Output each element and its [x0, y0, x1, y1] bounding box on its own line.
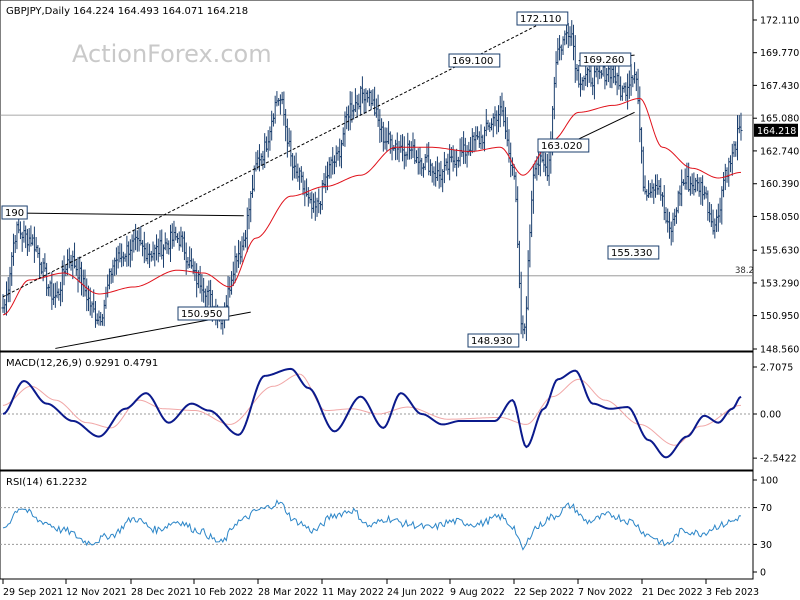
- date-axis-label: 3 Feb 2023: [706, 587, 759, 598]
- price-callout: 190: [1, 205, 28, 220]
- price-callout-text: 155.330: [611, 248, 652, 259]
- date-axis-label: 12 Nov 2021: [66, 587, 127, 598]
- date-axis-label: 21 Dec 2022: [642, 587, 703, 598]
- price-series: 172.110 169.100 169.260 163.020 155.330 150.9…: [0, 11, 753, 349]
- price-axis-label: 158.050: [760, 212, 799, 223]
- date-axis-label: 9 Aug 2022: [450, 587, 505, 598]
- price-axis-label: 165.080: [760, 114, 799, 125]
- rsi-axis-label: 70: [760, 503, 772, 514]
- macd-panel: [0, 351, 754, 471]
- rsi-axis-label: 100: [760, 476, 778, 487]
- price-callout: 148.930: [467, 333, 520, 348]
- price-axis-label: 153.290: [760, 278, 799, 289]
- macd-axis-label: 2.7075: [760, 363, 793, 374]
- axes: 172.110 169.770 167.430 165.080 162.740 160.3…: [2, 16, 799, 598]
- current-price-tag-text: 164.218: [757, 126, 796, 137]
- macd-line: [2, 367, 742, 459]
- rsi-header: RSI(14) 61.2232: [6, 477, 87, 488]
- price-axis-label: 148.560: [760, 345, 799, 356]
- macd-header: MACD(12,26,9) 0.9291 0.4791: [6, 358, 158, 369]
- date-axis-label: 28 Dec 2021: [131, 587, 192, 598]
- date-axis-label: 7 Nov 2022: [578, 587, 633, 598]
- macd-axis-label: -2.5422: [760, 454, 797, 465]
- range-top-trendline: [2, 212, 244, 217]
- price-callout: 150.950: [177, 306, 230, 321]
- date-axis-label: 11 May 2022: [322, 587, 384, 598]
- macd-axis-label: 0.00: [760, 410, 781, 421]
- rsi-axis-label: 0: [760, 568, 766, 579]
- price-axis-label: 169.770: [760, 48, 799, 59]
- date-axis-label: 22 Sep 2022: [514, 587, 574, 598]
- price-callout-text: 190: [5, 208, 24, 219]
- price-callout: 169.100: [448, 53, 501, 68]
- price-header: GBPJPY,Daily 164.224 164.493 164.071 164…: [6, 6, 248, 17]
- price-callout-text: 150.950: [181, 309, 222, 320]
- price-axis-label: 167.430: [760, 81, 799, 92]
- rsi-panel: [0, 470, 754, 580]
- price-axis-label: 150.950: [760, 311, 799, 322]
- price-callout: 169.260: [579, 52, 632, 67]
- watermark: ActionForex.com: [72, 40, 272, 68]
- rsi-series: [0, 499, 753, 551]
- price-axis-label: 160.390: [760, 179, 799, 190]
- price-callout: 172.110: [516, 11, 569, 26]
- date-axis-label: 29 Sep 2021: [3, 587, 63, 598]
- current-price-tag: 164.218: [754, 123, 798, 137]
- upper-channel-trendline: [2, 19, 548, 298]
- price-axis-label: 172.110: [760, 16, 799, 27]
- price-callout-text: 169.100: [452, 56, 493, 67]
- price-callout: 155.330: [607, 245, 660, 260]
- price-callout-text: 148.930: [471, 336, 512, 347]
- moving-average-line: [2, 97, 742, 316]
- fib-level-label: 38.2: [735, 266, 754, 276]
- rsi-axis-label: 30: [760, 540, 772, 551]
- date-axis-label: 24 Jun 2022: [387, 587, 444, 598]
- rsi-line: [2, 499, 742, 551]
- price-callout-text: 169.260: [583, 55, 624, 66]
- date-axis-label: 28 Mar 2022: [258, 587, 318, 598]
- date-axis-label: 10 Feb 2022: [194, 587, 253, 598]
- ohlc-bar: [739, 112, 743, 141]
- price-axis-label: 162.740: [760, 146, 799, 157]
- price-callout-text: 163.020: [541, 141, 582, 152]
- macd-series: [0, 367, 753, 459]
- price-callout-text: 172.110: [520, 14, 561, 25]
- price-axis-label: 155.630: [760, 246, 799, 257]
- price-callout: 163.020: [537, 138, 590, 153]
